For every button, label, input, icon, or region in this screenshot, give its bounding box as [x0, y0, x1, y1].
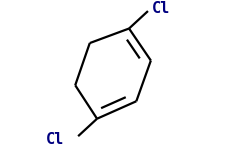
Text: Cl: Cl [46, 132, 64, 147]
Text: Cl: Cl [152, 1, 170, 16]
